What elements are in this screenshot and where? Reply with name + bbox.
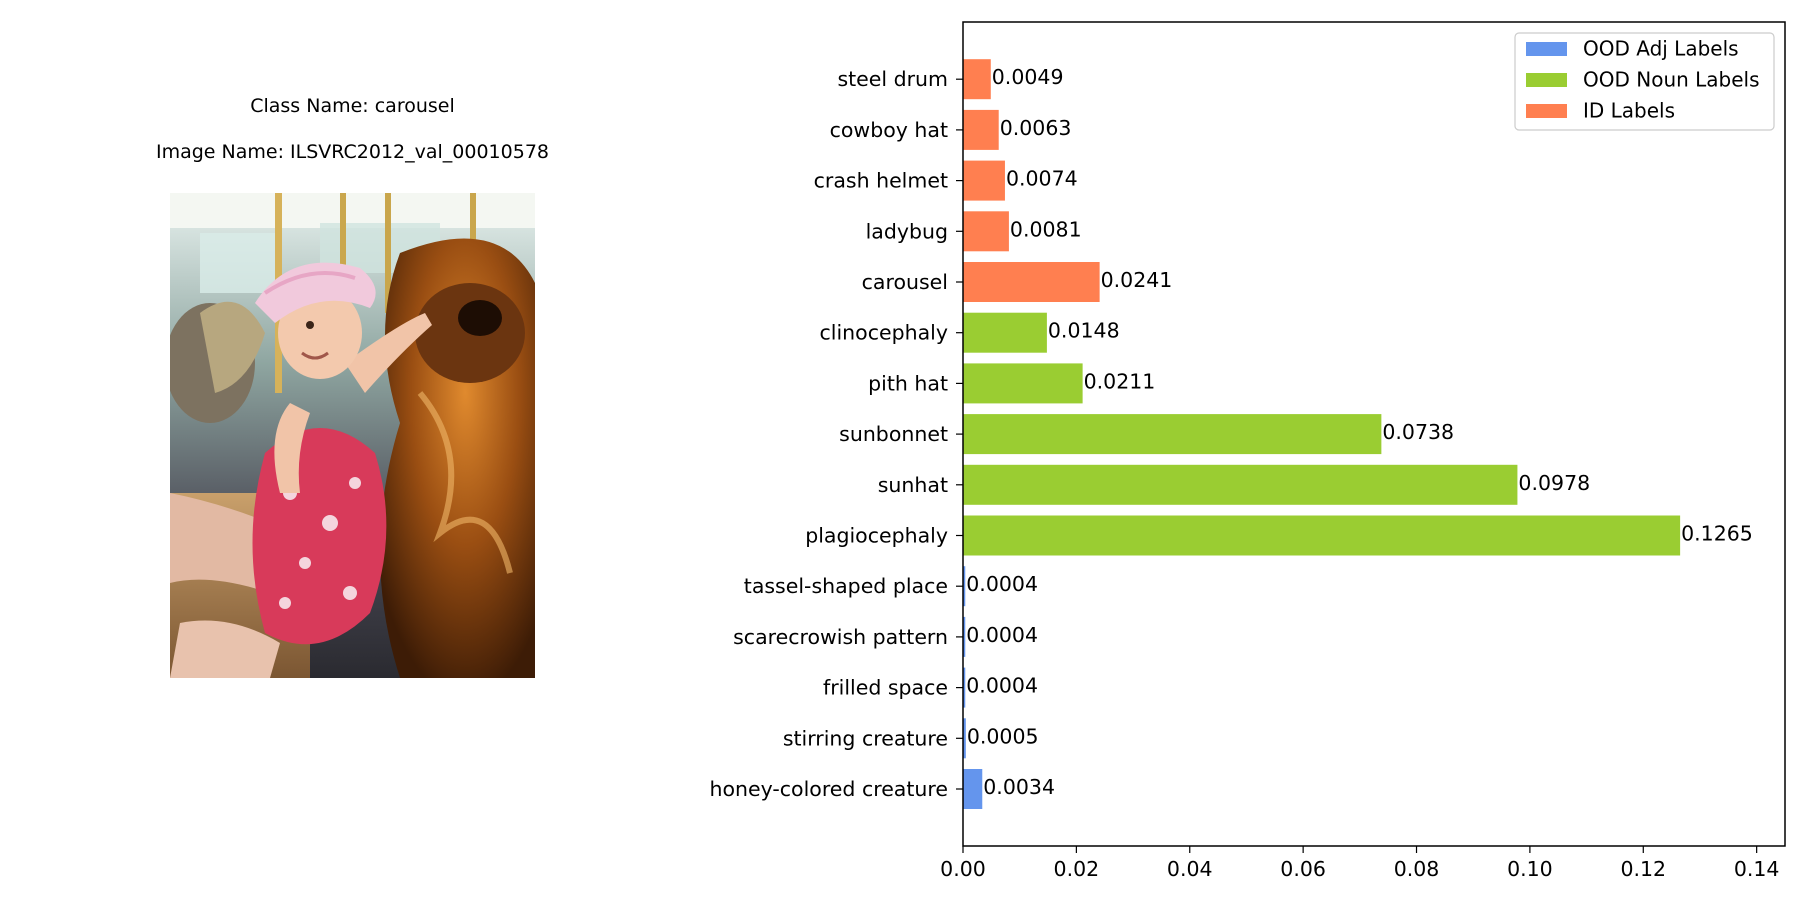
bar-ood-adj: [963, 667, 966, 708]
legend-swatch-ood-adj: [1526, 42, 1567, 56]
bar-id: [963, 109, 999, 150]
bar-ood-noun: [963, 312, 1047, 353]
x-tick-label: 0.02: [1054, 857, 1100, 881]
x-tick-label: 0.12: [1620, 857, 1666, 881]
legend-box: [1514, 32, 1775, 131]
y-tick-label: tassel-shaped place: [744, 574, 948, 598]
bar-ood-adj: [963, 616, 966, 657]
carousel-photo: [170, 193, 535, 678]
bar-ood-noun: [963, 515, 1681, 556]
photo-illustration: [170, 193, 535, 678]
legend-swatch-id: [1526, 104, 1567, 118]
legend-label: OOD Adj Labels: [1583, 37, 1739, 61]
y-tick-label: clinocephaly: [820, 321, 948, 345]
y-tick-label: sunbonnet: [839, 422, 948, 446]
bar-value-label: 0.0074: [1006, 167, 1078, 191]
bar-value-label: 0.1265: [1681, 522, 1753, 546]
bar-value-label: 0.0738: [1382, 420, 1454, 444]
bar-value-label: 0.0005: [967, 724, 1039, 748]
bar-value-label: 0.0978: [1518, 471, 1590, 495]
bar-id: [963, 59, 991, 100]
y-tick-label: sunhat: [878, 473, 948, 497]
y-tick-label: pith hat: [868, 371, 948, 395]
x-tick-label: 0.06: [1280, 857, 1326, 881]
y-tick-label: crash helmet: [814, 169, 948, 193]
bar-value-label: 0.0081: [1010, 217, 1082, 241]
x-tick-label: 0.00: [940, 857, 986, 881]
bar-ood-noun: [963, 414, 1382, 455]
bar-ood-adj: [963, 769, 983, 809]
x-tick-label: 0.08: [1394, 857, 1440, 881]
bar-value-label: 0.0148: [1048, 319, 1120, 343]
bar-id: [963, 262, 1100, 302]
y-tick-label: scarecrowish pattern: [733, 625, 948, 649]
legend-label: ID Labels: [1583, 99, 1675, 123]
y-tick-label: ladybug: [866, 219, 948, 243]
class-name-caption: Class Name: carousel: [250, 95, 455, 117]
bar-id: [963, 160, 1005, 201]
bar-value-label: 0.0211: [1084, 369, 1156, 393]
bar-id: [963, 211, 1009, 252]
bar-ood-noun: [963, 363, 1083, 404]
x-tick-label: 0.04: [1167, 857, 1213, 881]
bar-value-label: 0.0004: [966, 623, 1038, 647]
bar-ood-noun: [963, 464, 1518, 505]
x-tick-label: 0.10: [1507, 857, 1553, 881]
bar-value-label: 0.0034: [983, 775, 1055, 799]
legend-swatch-ood-noun: [1526, 73, 1567, 87]
bar-value-label: 0.0063: [1000, 116, 1072, 140]
y-tick-label: plagiocephaly: [805, 524, 948, 548]
y-tick-label: cowboy hat: [830, 118, 948, 142]
legend-label: OOD Noun Labels: [1583, 68, 1760, 92]
bar-value-label: 0.0049: [992, 65, 1064, 89]
x-tick-label: 0.14: [1734, 857, 1780, 881]
plot-frame: [962, 21, 1786, 847]
y-tick-label: carousel: [862, 270, 948, 294]
bar-value-label: 0.0004: [966, 572, 1038, 596]
bar-value-label: 0.0004: [966, 674, 1038, 698]
y-tick-label: frilled space: [823, 676, 948, 700]
bar-value-label: 0.0241: [1101, 268, 1173, 292]
y-tick-label: steel drum: [837, 67, 948, 91]
image-name-caption: Image Name: ILSVRC2012_val_00010578: [155, 141, 550, 163]
y-tick-label: stirring creature: [783, 726, 948, 750]
chart-legend: OOD Adj Labels OOD Noun Labels ID Labels: [1514, 32, 1775, 131]
bar-ood-adj: [963, 718, 966, 759]
bar-ood-adj: [963, 566, 966, 607]
y-tick-label: honey-colored creature: [709, 777, 948, 801]
